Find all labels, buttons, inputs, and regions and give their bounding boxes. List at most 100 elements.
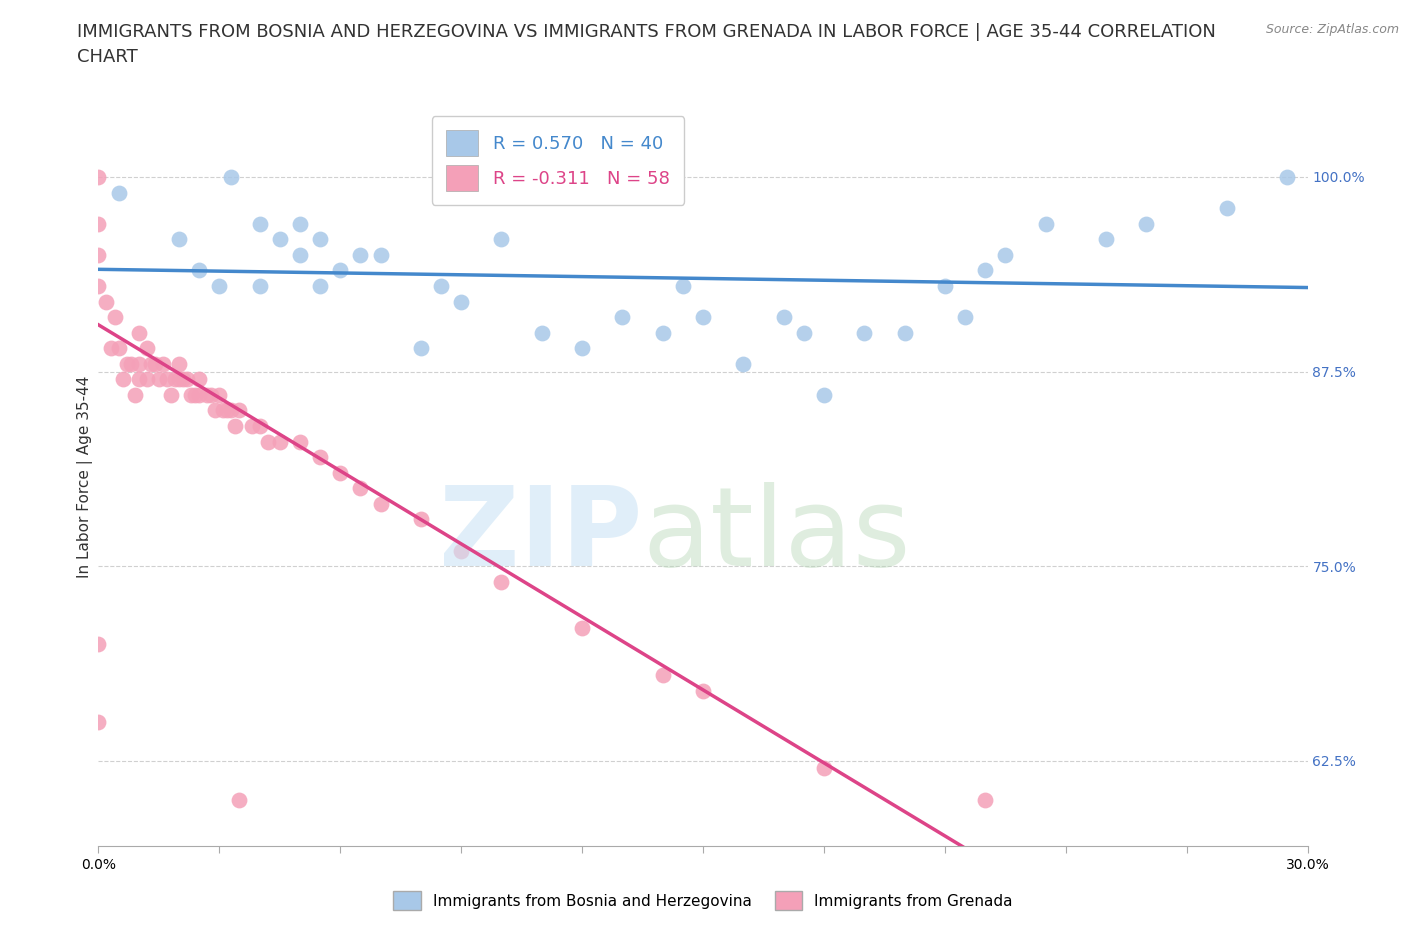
Point bbox=[249, 217, 271, 232]
Point bbox=[349, 247, 371, 262]
Point bbox=[1035, 217, 1057, 232]
Point bbox=[329, 465, 352, 480]
Point bbox=[152, 356, 174, 371]
Point bbox=[195, 388, 218, 403]
Point bbox=[128, 372, 150, 387]
Text: Source: ZipAtlas.com: Source: ZipAtlas.com bbox=[1265, 23, 1399, 36]
Point bbox=[672, 278, 695, 293]
Point bbox=[167, 372, 190, 387]
Point bbox=[249, 278, 271, 293]
Point bbox=[87, 247, 110, 262]
Point bbox=[184, 388, 207, 403]
Point bbox=[96, 294, 118, 309]
Point bbox=[156, 372, 179, 387]
Point bbox=[256, 434, 278, 449]
Text: ZIP: ZIP bbox=[439, 483, 643, 590]
Point bbox=[1095, 232, 1118, 246]
Point bbox=[221, 169, 243, 184]
Point bbox=[813, 388, 835, 403]
Point bbox=[733, 356, 755, 371]
Point bbox=[103, 310, 125, 325]
Point bbox=[288, 217, 311, 232]
Point bbox=[349, 481, 371, 496]
Point bbox=[288, 434, 311, 449]
Point bbox=[309, 232, 332, 246]
Point bbox=[107, 185, 129, 200]
Point bbox=[228, 403, 250, 418]
Point bbox=[167, 356, 190, 371]
Point bbox=[893, 326, 915, 340]
Point bbox=[530, 326, 553, 340]
Point bbox=[228, 792, 250, 807]
Point bbox=[370, 247, 392, 262]
Point bbox=[853, 326, 876, 340]
Point bbox=[329, 263, 352, 278]
Point bbox=[491, 232, 513, 246]
Point bbox=[107, 340, 129, 355]
Point bbox=[212, 403, 235, 418]
Point bbox=[115, 356, 138, 371]
Point bbox=[450, 294, 472, 309]
Point bbox=[974, 792, 997, 807]
Point bbox=[409, 512, 432, 527]
Point bbox=[163, 372, 186, 387]
Point bbox=[87, 169, 110, 184]
Point bbox=[224, 418, 246, 433]
Point bbox=[167, 232, 190, 246]
Point bbox=[217, 403, 239, 418]
Point bbox=[269, 232, 291, 246]
Point bbox=[953, 310, 976, 325]
Point bbox=[176, 372, 198, 387]
Legend: Immigrants from Bosnia and Herzegovina, Immigrants from Grenada: Immigrants from Bosnia and Herzegovina, … bbox=[385, 884, 1021, 918]
Point bbox=[128, 326, 150, 340]
Point bbox=[188, 388, 211, 403]
Point bbox=[87, 714, 110, 729]
Point bbox=[120, 356, 142, 371]
Point bbox=[1277, 169, 1299, 184]
Point bbox=[370, 497, 392, 512]
Point bbox=[148, 372, 170, 387]
Point bbox=[692, 684, 714, 698]
Point bbox=[172, 372, 194, 387]
Point bbox=[135, 340, 157, 355]
Point bbox=[87, 217, 110, 232]
Point bbox=[128, 356, 150, 371]
Point bbox=[200, 388, 222, 403]
Point bbox=[612, 310, 634, 325]
Point bbox=[409, 340, 432, 355]
Point bbox=[143, 356, 166, 371]
Point bbox=[208, 388, 231, 403]
Point bbox=[772, 310, 794, 325]
Point bbox=[87, 636, 110, 651]
Point bbox=[208, 278, 231, 293]
Point bbox=[288, 247, 311, 262]
Point bbox=[974, 263, 997, 278]
Point bbox=[571, 621, 593, 636]
Point bbox=[571, 340, 593, 355]
Point bbox=[651, 668, 673, 683]
Point bbox=[491, 574, 513, 589]
Y-axis label: In Labor Force | Age 35-44: In Labor Force | Age 35-44 bbox=[77, 376, 93, 578]
Point bbox=[450, 543, 472, 558]
Point bbox=[124, 388, 146, 403]
Point bbox=[139, 356, 162, 371]
Point bbox=[1135, 217, 1157, 232]
Point bbox=[221, 403, 243, 418]
Point bbox=[651, 326, 673, 340]
Point bbox=[87, 278, 110, 293]
Point bbox=[793, 326, 815, 340]
Point bbox=[249, 418, 271, 433]
Point bbox=[430, 278, 453, 293]
Point bbox=[135, 372, 157, 387]
Point bbox=[309, 450, 332, 465]
Point bbox=[180, 388, 202, 403]
Point bbox=[160, 388, 183, 403]
Text: CHART: CHART bbox=[77, 48, 138, 66]
Point bbox=[240, 418, 263, 433]
Legend: R = 0.570   N = 40, R = -0.311   N = 58: R = 0.570 N = 40, R = -0.311 N = 58 bbox=[432, 116, 685, 205]
Point bbox=[813, 761, 835, 776]
Point bbox=[100, 340, 122, 355]
Point bbox=[994, 247, 1017, 262]
Point bbox=[269, 434, 291, 449]
Point bbox=[204, 403, 226, 418]
